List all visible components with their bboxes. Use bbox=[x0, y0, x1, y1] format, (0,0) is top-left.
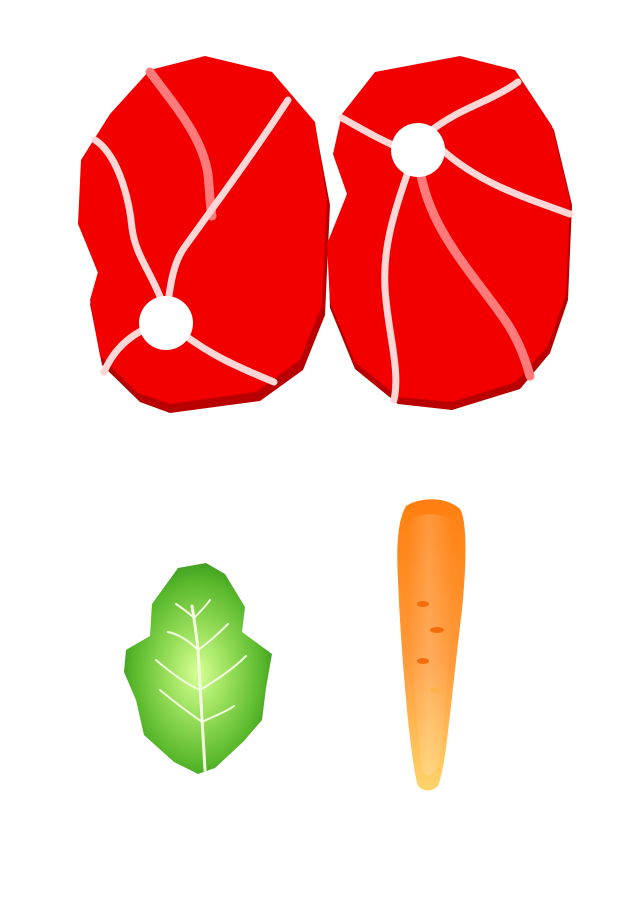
carrot-icon bbox=[397, 499, 466, 791]
lettuce-leaf-icon bbox=[124, 563, 272, 774]
steak-right-icon bbox=[327, 56, 574, 410]
steak-left-icon bbox=[78, 56, 330, 413]
